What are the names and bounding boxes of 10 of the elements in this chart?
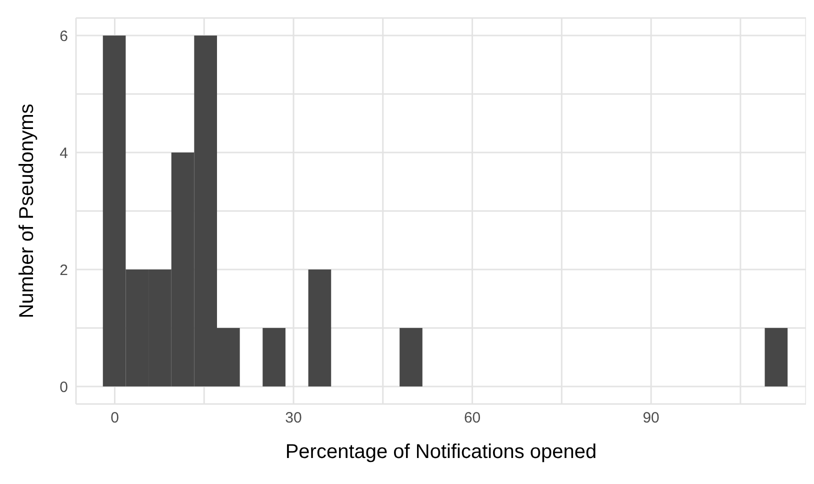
y-tick-label: 2 [60,262,68,279]
x-tick-label: 90 [642,410,660,427]
y-tick-label: 0 [60,378,68,396]
x-axis-title: Percentage of Notifications opened [285,441,597,463]
x-tick-label: 60 [464,410,481,427]
x-tick-label: 0 [110,410,119,427]
y-tick-label: 4 [60,144,68,162]
y-tick-label: 6 [60,28,68,45]
x-tick-label: 30 [285,410,302,427]
y-axis-title: Number of Pseudonyms [16,104,38,318]
